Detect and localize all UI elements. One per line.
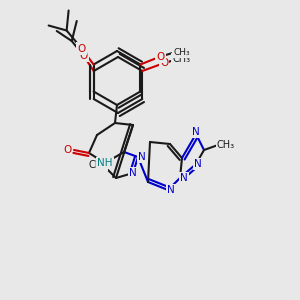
- Text: N: N: [180, 173, 188, 183]
- Text: CH₃: CH₃: [172, 54, 190, 64]
- Text: CH₃: CH₃: [89, 160, 107, 170]
- Text: NH: NH: [97, 158, 113, 168]
- Text: O: O: [80, 51, 88, 61]
- Text: O: O: [77, 44, 86, 53]
- Text: N: N: [167, 185, 175, 195]
- Text: O: O: [63, 145, 71, 155]
- Text: CH₃: CH₃: [217, 140, 235, 150]
- Text: N: N: [129, 168, 137, 178]
- Text: CH₃: CH₃: [173, 48, 190, 57]
- Text: N: N: [138, 152, 146, 162]
- Text: N: N: [192, 127, 200, 137]
- Text: N: N: [194, 159, 202, 169]
- Text: O: O: [156, 52, 164, 61]
- Text: O: O: [160, 58, 168, 68]
